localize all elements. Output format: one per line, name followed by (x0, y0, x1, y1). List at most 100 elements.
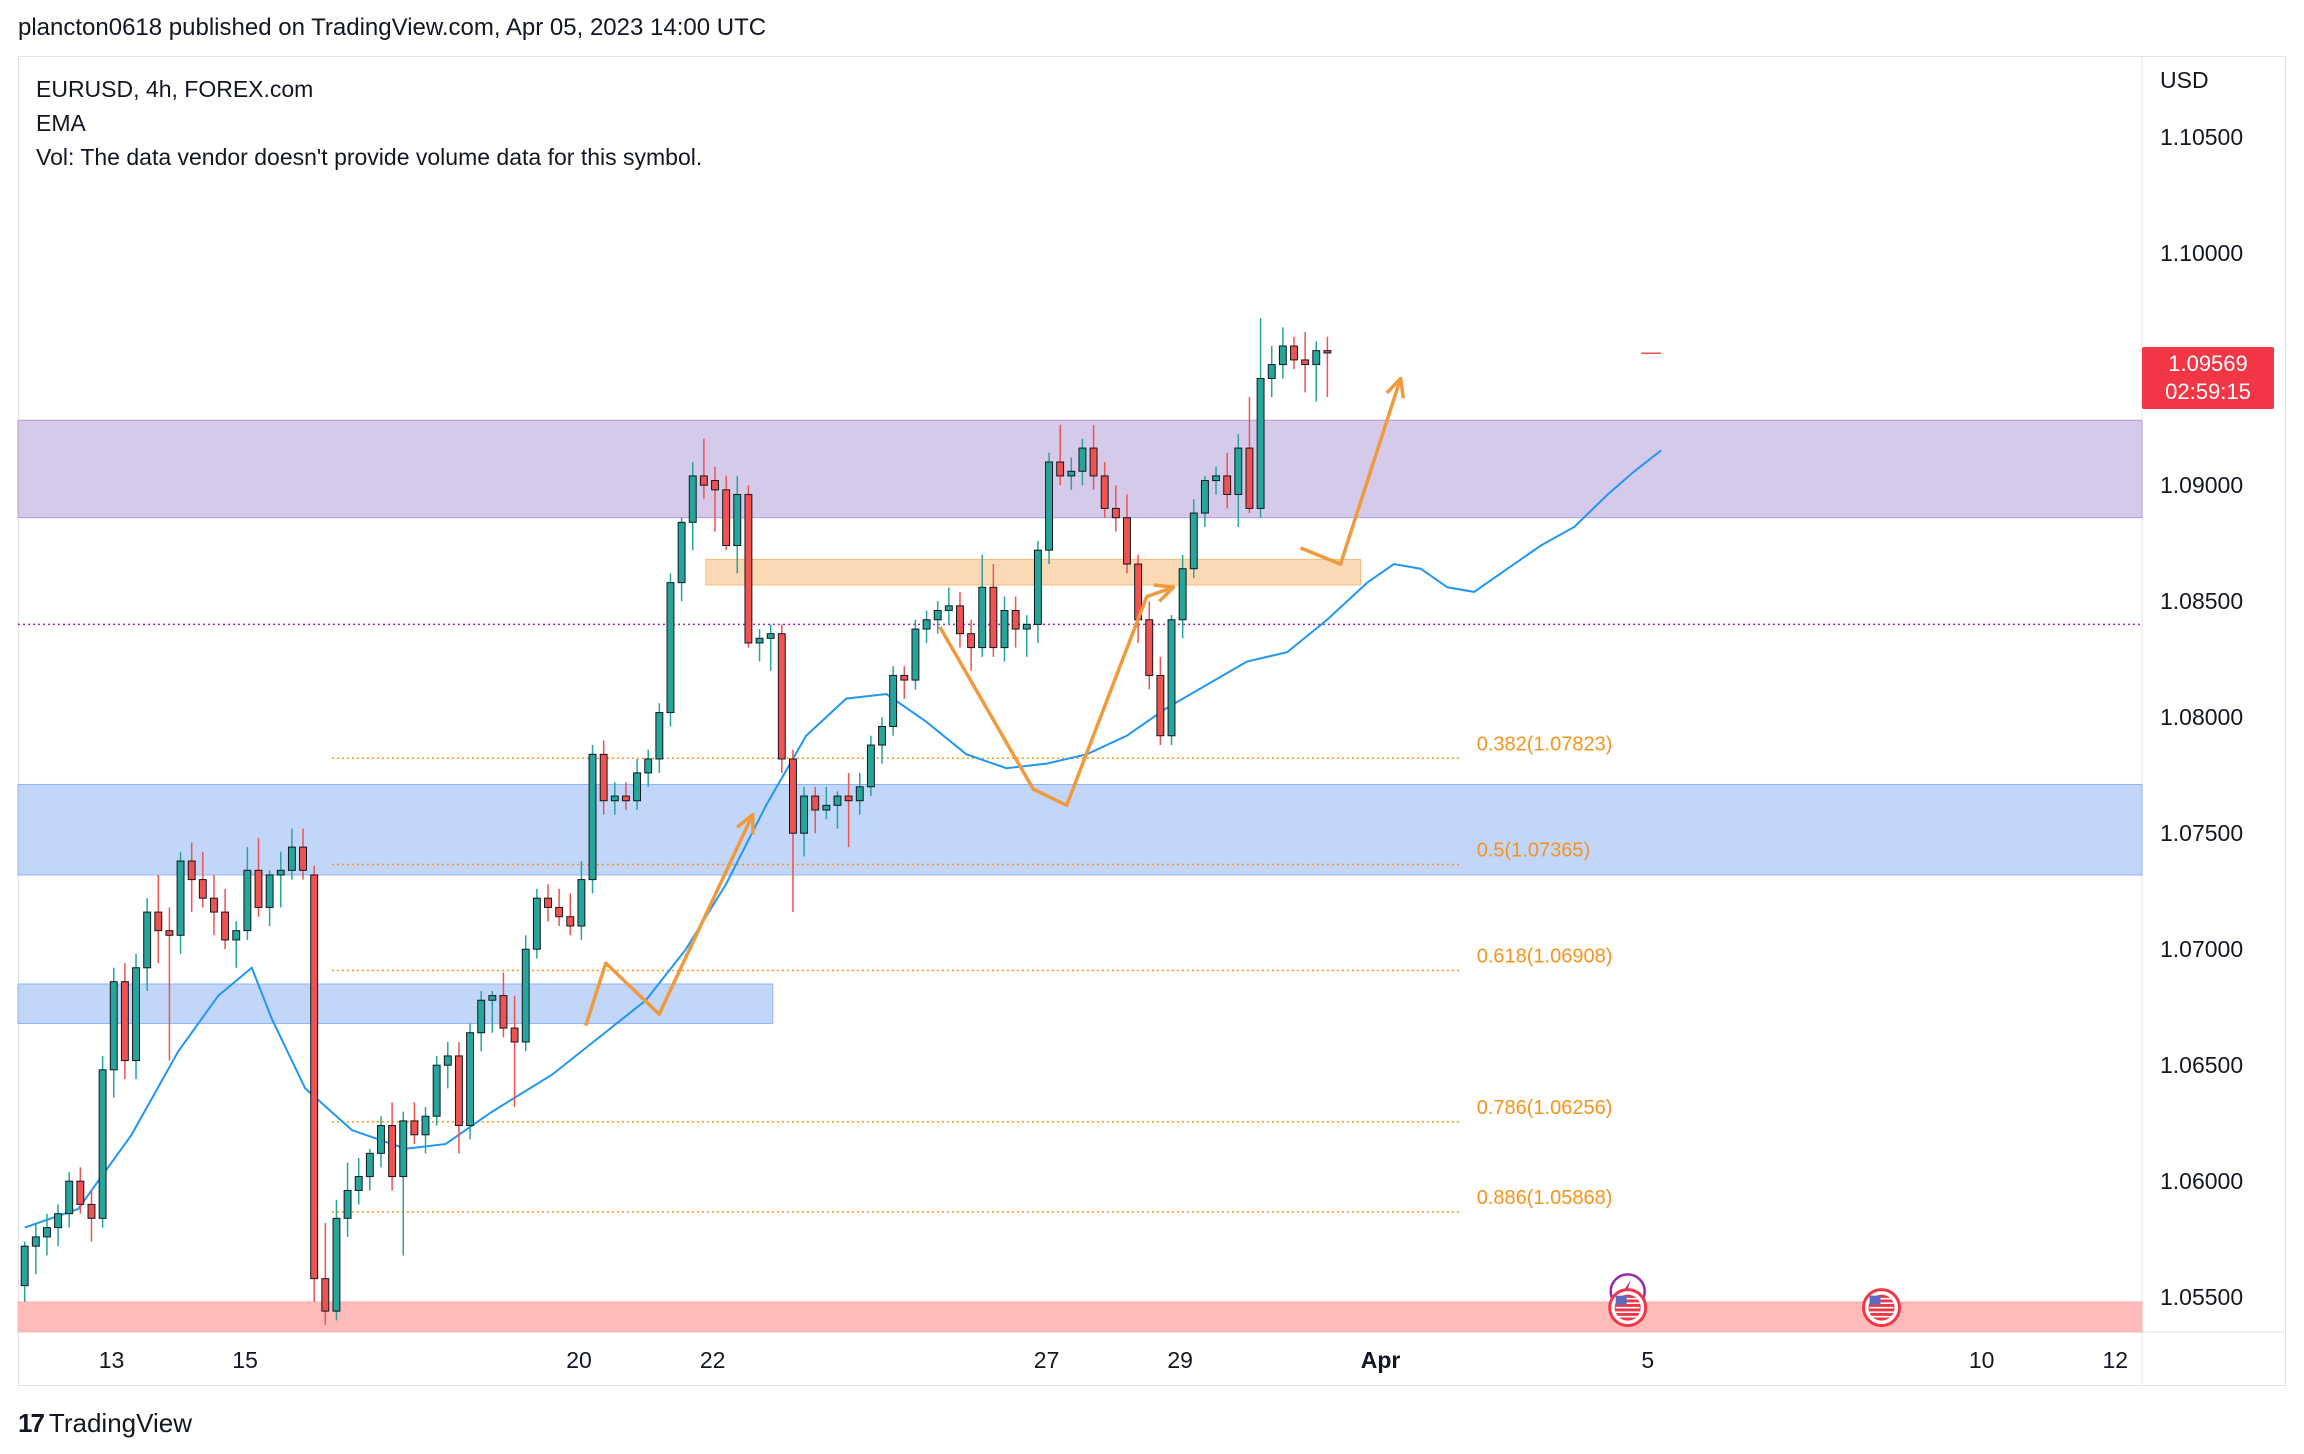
candle-body (588, 753, 597, 881)
candle (1123, 494, 1131, 574)
candle (599, 740, 608, 815)
candle (20, 1241, 29, 1302)
candle-body (666, 582, 675, 714)
candle-body (1301, 359, 1310, 366)
candle-body (788, 758, 797, 834)
candle-body (1145, 619, 1154, 676)
candle (922, 610, 931, 643)
candle (254, 837, 263, 917)
candle-body (833, 795, 842, 806)
candle-body (287, 846, 296, 871)
candle (65, 1171, 74, 1228)
candle-body (265, 874, 274, 908)
candle-body (343, 1189, 352, 1219)
candle-body (766, 633, 775, 639)
last-price-value: 1.09569 (2168, 351, 2248, 376)
candle-body (187, 860, 196, 881)
candle (499, 972, 508, 1038)
zone-order-block (705, 558, 1362, 586)
time-tick-label: 13 (99, 1347, 125, 1373)
candle (31, 1222, 40, 1274)
candle (855, 772, 864, 815)
candle (544, 884, 552, 922)
chart-legend: EURUSD, 4h, FOREX.com EMA Vol: The data … (36, 72, 702, 174)
candle (911, 619, 920, 690)
candle-body (65, 1180, 74, 1215)
candle (1256, 318, 1265, 518)
candle-body (1100, 475, 1109, 509)
candle (1323, 336, 1332, 398)
candle (143, 898, 152, 991)
candle-body (744, 493, 753, 644)
candle (443, 1042, 452, 1089)
candle (677, 517, 686, 602)
zone-support (17, 783, 2143, 876)
zone-bottom (17, 1301, 2143, 1333)
candle (588, 745, 597, 894)
candle (1167, 615, 1176, 746)
candle (900, 666, 909, 699)
candle-body (321, 1278, 330, 1312)
candle-body (1267, 364, 1276, 379)
candle (521, 935, 530, 1052)
candle (510, 995, 519, 1107)
candle-body (655, 712, 664, 760)
candle-body (365, 1152, 374, 1178)
candle-body (132, 967, 140, 1062)
candle (120, 963, 129, 1080)
fib-level-label: 0.786(1.06256) (1477, 1097, 1613, 1119)
candle-body (310, 874, 319, 1280)
price-tick-label: 1.10000 (2160, 240, 2243, 266)
candle (644, 749, 653, 787)
candle (1189, 499, 1198, 578)
candle-body (922, 619, 931, 630)
ema-indicator-label[interactable]: EMA (36, 110, 86, 136)
candle-body (98, 1069, 107, 1219)
candle (299, 828, 307, 880)
price-tick-label: 1.08500 (2160, 588, 2243, 614)
zigzag-arrowhead (1385, 376, 1406, 399)
candle (1011, 596, 1020, 648)
candle (354, 1158, 363, 1205)
candle (633, 758, 642, 810)
candle (555, 888, 564, 926)
candle (811, 786, 820, 834)
candle (365, 1148, 374, 1191)
candle (321, 1222, 330, 1326)
candle (566, 893, 575, 936)
candle (399, 1111, 408, 1256)
candle (287, 828, 296, 880)
candle-body (1056, 461, 1065, 477)
candle (388, 1102, 397, 1191)
candle-body (1111, 507, 1120, 519)
zigzag-line (938, 585, 1175, 808)
candle (1056, 424, 1065, 486)
symbol-line[interactable]: EURUSD, 4h, FOREX.com (36, 76, 314, 102)
price-tick-label: 1.06500 (2160, 1052, 2243, 1078)
candle-body (477, 999, 486, 1034)
candle (432, 1055, 441, 1126)
last-price-label: 1.09569 02:59:15 (2142, 347, 2274, 409)
candle (711, 466, 719, 532)
chart-frame[interactable] (18, 56, 2286, 1386)
candle-body (243, 869, 252, 932)
candle-body (1178, 568, 1187, 621)
candle (956, 591, 964, 648)
zone-lower-demand (17, 983, 774, 1024)
time-tick-label: Apr (1361, 1347, 1401, 1373)
candle-body (599, 753, 608, 802)
candle-body (621, 795, 630, 802)
candle-body (978, 586, 987, 649)
candle-body (87, 1203, 96, 1219)
candle-body (1200, 480, 1209, 514)
zigzag-arrowhead (736, 812, 755, 835)
candle (310, 865, 319, 1302)
candle-body (109, 981, 118, 1071)
tradingview-brand[interactable]: 17 TradingView (18, 1408, 192, 1439)
price-tick-label: 1.07500 (2160, 820, 2243, 846)
candle-body (956, 605, 964, 635)
candle (276, 851, 285, 908)
candle-body (967, 633, 976, 649)
us-event-icon (1862, 1288, 1902, 1328)
